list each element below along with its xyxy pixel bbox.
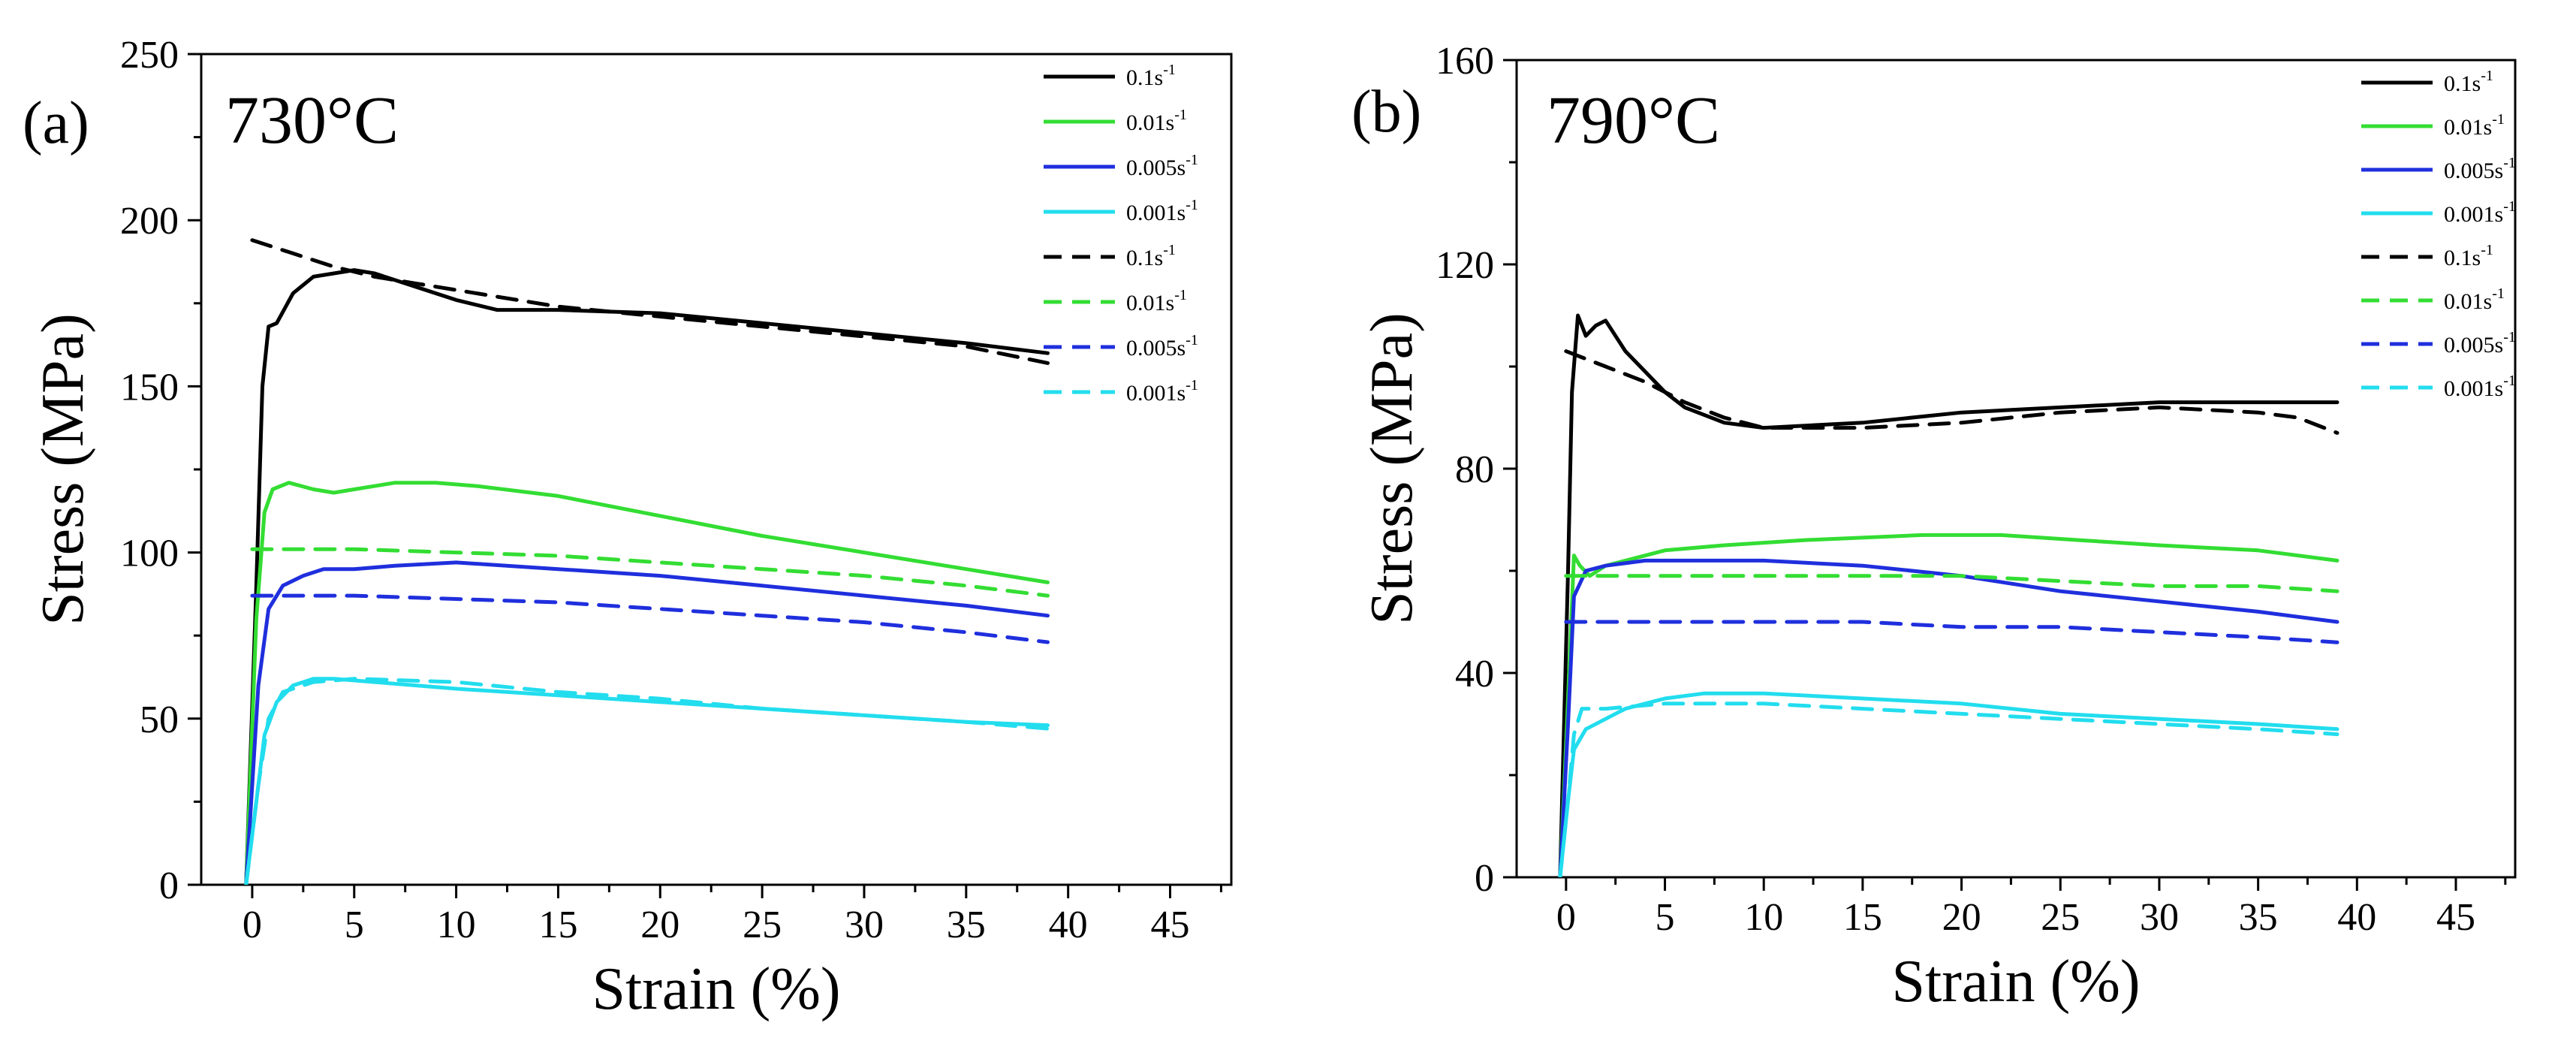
x-tick-label: 5	[345, 904, 364, 946]
series-line-solid-01s	[1558, 313, 2339, 877]
y-tick-label: 250	[120, 34, 179, 77]
x-tick-label: 10	[437, 904, 476, 946]
y-tick-label: 0	[1475, 857, 1494, 900]
x-axis-label: Strain (%)	[592, 956, 840, 1022]
legend-label: 0.005s-1	[2444, 329, 2516, 358]
x-tick-label: 20	[1942, 896, 1981, 939]
series-line-solid-01s	[244, 268, 1050, 885]
x-axis-label: Strain (%)	[1891, 949, 2140, 1015]
x-tick-label: 15	[1843, 896, 1882, 939]
x-tick-label: 40	[2337, 896, 2376, 939]
y-tick-label: 100	[120, 533, 179, 575]
legend-label: 0.1s-1	[1126, 242, 1176, 270]
y-tick-label: 120	[1436, 244, 1494, 287]
panel-label: (b)	[1351, 79, 1421, 145]
legend-label: 0.01s-1	[1126, 287, 1187, 315]
legend-label: 0.005s-1	[1126, 332, 1198, 361]
series-line-solid-0005s	[1558, 558, 2339, 877]
legend-label: 0.1s-1	[2444, 68, 2493, 96]
y-tick-label: 0	[159, 864, 179, 907]
y-axis-label: Stress (MPa)	[30, 313, 96, 626]
series-line-dashed-01s	[250, 238, 1050, 365]
legend-label: 0.01s-1	[2444, 111, 2505, 140]
x-tick-label: 45	[2436, 896, 2475, 939]
x-tick-label: 5	[1656, 896, 1675, 939]
legend-label: 0.1s-1	[2444, 242, 2493, 270]
legend-label: 0.1s-1	[1126, 62, 1176, 90]
series-line-dashed-001s	[250, 547, 1050, 598]
x-tick-label: 0	[1556, 896, 1576, 939]
x-tick-label: 25	[2041, 896, 2080, 939]
x-tick-label: 40	[1049, 904, 1088, 946]
chart-title: 730°C	[225, 83, 399, 158]
legend-label: 0.01s-1	[1126, 107, 1187, 135]
x-tick-label: 15	[538, 904, 577, 946]
y-tick-label: 50	[140, 698, 179, 741]
series-line-solid-0001s	[1558, 691, 2339, 877]
series-line-solid-001s	[244, 481, 1050, 885]
legend: 0.1s-1 0.01s-1 0.005s-1 0.001s-1 0.1s-1 0.01s…	[2361, 68, 2516, 401]
legend-label: 0.001s-1	[1126, 377, 1198, 406]
x-tick-label: 20	[640, 904, 679, 946]
chart-title: 790°C	[1547, 83, 1720, 158]
plot-frame	[200, 53, 1233, 886]
legend-label: 0.001s-1	[2444, 198, 2516, 227]
x-tick-label: 30	[845, 904, 884, 946]
y-tick-label: 40	[1455, 653, 1494, 695]
chart-panel-b: 0 5 10 15 20 25 30 35 40 45 0 40 80 120 160 Strain (%) S…	[1351, 40, 2517, 1015]
x-tick-label: 30	[2140, 896, 2179, 939]
series-line-dashed-0001s	[1558, 702, 2339, 877]
series-line-dashed-01s	[1564, 349, 2339, 435]
legend-label: 0.001s-1	[1126, 197, 1198, 225]
legend: 0.1s-1 0.01s-1 0.005s-1 0.001s-1 0.1s-1 0.01s…	[1044, 62, 1198, 406]
series-line-dashed-0005s	[1564, 620, 2339, 644]
y-axis-label: Stress (MPa)	[1359, 312, 1425, 625]
y-tick-label: 200	[120, 200, 179, 243]
plot-frame	[1515, 59, 2517, 879]
legend-label: 0.01s-1	[2444, 285, 2505, 314]
series-line-dashed-0001s	[244, 677, 1050, 885]
x-tick-label: 10	[1744, 896, 1783, 939]
y-tick-label: 80	[1455, 448, 1494, 491]
x-tick-label: 35	[947, 904, 986, 946]
legend-label: 0.001s-1	[2444, 373, 2516, 401]
panel-label: (a)	[23, 90, 89, 156]
legend-label: 0.005s-1	[1126, 152, 1198, 180]
legend-label: 0.005s-1	[2444, 155, 2516, 183]
x-tick-label: 45	[1150, 904, 1189, 946]
series-line-solid-001s	[1558, 533, 2339, 877]
x-tick-label: 35	[2239, 896, 2278, 939]
series-line-solid-0005s	[244, 560, 1050, 885]
series-line-dashed-0005s	[250, 593, 1050, 644]
series-line-solid-0001s	[244, 677, 1050, 885]
x-tick-label: 25	[743, 904, 782, 946]
series-line-dashed-001s	[1564, 574, 2339, 593]
y-tick-label: 150	[120, 366, 179, 409]
y-tick-label: 160	[1436, 40, 1494, 83]
x-tick-label: 0	[243, 904, 262, 946]
chart-panel-a: 0 5 10 15 20 25 30 35 40 45 0 50 100 150 200 250 Strain …	[23, 34, 1233, 1022]
